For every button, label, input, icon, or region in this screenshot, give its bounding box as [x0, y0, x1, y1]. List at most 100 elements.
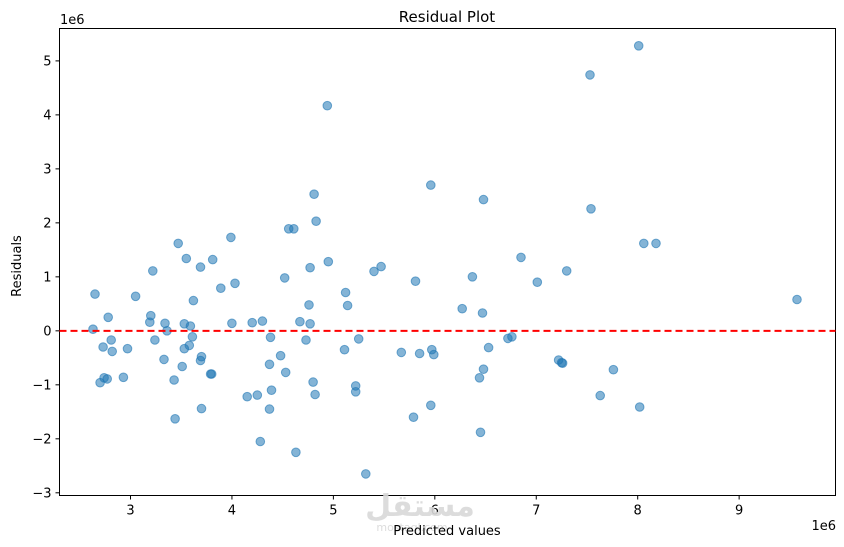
x-tick-label: 9: [735, 504, 743, 519]
y-tick-label: 0: [43, 324, 51, 339]
scatter-point: [586, 204, 596, 214]
scatter-point: [196, 351, 207, 362]
y-axis-multiplier: 1e6: [60, 13, 85, 28]
scatter-point: [173, 238, 183, 249]
scatter-point: [792, 294, 802, 305]
scatter-point: [350, 387, 361, 397]
scatter-point: [376, 261, 386, 272]
scatter-point: [122, 343, 133, 354]
scatter-point: [195, 262, 206, 272]
scatter-point: [188, 295, 199, 306]
x-axis-ticks: 3 4 5 6 7 8 9: [126, 495, 743, 519]
scatter-point: [396, 347, 407, 358]
scatter-point: [429, 349, 439, 360]
scatter-point: [311, 216, 321, 226]
scatter-point: [187, 332, 198, 342]
scatter-point: [310, 389, 320, 400]
scatter-point: [483, 342, 494, 353]
scatter-point: [426, 180, 436, 190]
scatter-point: [266, 385, 277, 396]
y-tick-label: −3: [32, 486, 51, 501]
scatter-point: [507, 332, 517, 342]
x-tick-label: 5: [329, 504, 337, 519]
scatter-point: [557, 358, 568, 369]
scatter-point: [181, 253, 192, 264]
scatter-point: [184, 340, 195, 351]
scatter-point: [247, 317, 257, 328]
scatter-point: [301, 335, 311, 345]
scatter-point: [264, 404, 275, 414]
scatter-point: [207, 254, 218, 265]
scatter-point: [361, 469, 371, 479]
scatter-point: [265, 332, 276, 343]
watermark: مستقل mostaql.com: [365, 489, 475, 534]
scatter-point: [305, 319, 315, 329]
scatter-point: [206, 369, 217, 379]
scatter-point: [585, 70, 595, 80]
scatter-point: [633, 41, 644, 51]
scatter-point: [257, 316, 268, 326]
scatter-point: [252, 390, 263, 400]
x-tick-label: 7: [532, 504, 540, 519]
y-tick-label: 3: [43, 162, 51, 177]
scatter-point: [196, 403, 207, 414]
scatter-point: [177, 361, 187, 372]
scatter-point: [88, 324, 98, 335]
scatter-point: [275, 350, 286, 361]
scatter-point: [561, 266, 572, 276]
scatter-point: [185, 321, 196, 331]
scatter-point: [322, 100, 333, 111]
scatter-points: [88, 41, 802, 479]
scatter-point: [532, 277, 543, 288]
watermark-subtext: mostaql.com: [376, 521, 447, 534]
scatter-point: [608, 364, 619, 375]
scatter-point: [305, 262, 315, 273]
scatter-point: [150, 335, 160, 345]
scatter-point: [308, 377, 318, 387]
plot-area-frame: [59, 28, 836, 496]
y-tick-label: 5: [43, 54, 51, 69]
y-tick-label: 1: [43, 270, 51, 285]
scatter-point: [170, 414, 180, 424]
scatter-point: [353, 334, 364, 344]
scatter-point: [227, 318, 237, 329]
scatter-point: [98, 342, 108, 352]
x-tick-label: 6: [431, 504, 439, 519]
scatter-point: [474, 373, 485, 383]
scatter-point: [340, 287, 351, 298]
scatter-point: [169, 375, 179, 385]
x-tick-label: 3: [126, 504, 134, 519]
scatter-point: [414, 348, 425, 359]
scatter-point: [408, 412, 419, 423]
scatter-point: [477, 308, 488, 318]
scatter-point: [106, 335, 116, 345]
scatter-point: [289, 224, 299, 234]
scatter-point: [309, 189, 319, 199]
scatter-point: [226, 232, 236, 243]
x-tick-label: 4: [228, 504, 236, 519]
y-axis-label: Residuals: [10, 235, 25, 297]
scatter-point: [478, 194, 489, 205]
scatter-point: [90, 289, 100, 299]
scatter-point: [595, 390, 606, 401]
scatter-point: [216, 283, 226, 294]
x-axis-multiplier: 1e6: [811, 519, 836, 534]
scatter-point: [342, 300, 353, 311]
x-axis-label: Predicted values: [393, 524, 501, 539]
scatter-point: [410, 276, 421, 287]
scatter-point: [159, 354, 169, 365]
scatter-point: [103, 312, 113, 323]
scatter-point: [426, 400, 436, 411]
scatter-point: [130, 291, 141, 302]
chart-title: Residual Plot: [399, 8, 496, 26]
scatter-point: [118, 372, 129, 383]
scatter-point: [651, 238, 661, 249]
scatter-point: [242, 391, 252, 402]
scatter-point: [478, 364, 489, 375]
scatter-point: [304, 300, 314, 310]
scatter-point: [146, 310, 156, 321]
y-tick-label: −2: [32, 432, 51, 447]
scatter-point: [369, 266, 379, 277]
scatter-point: [295, 316, 305, 327]
